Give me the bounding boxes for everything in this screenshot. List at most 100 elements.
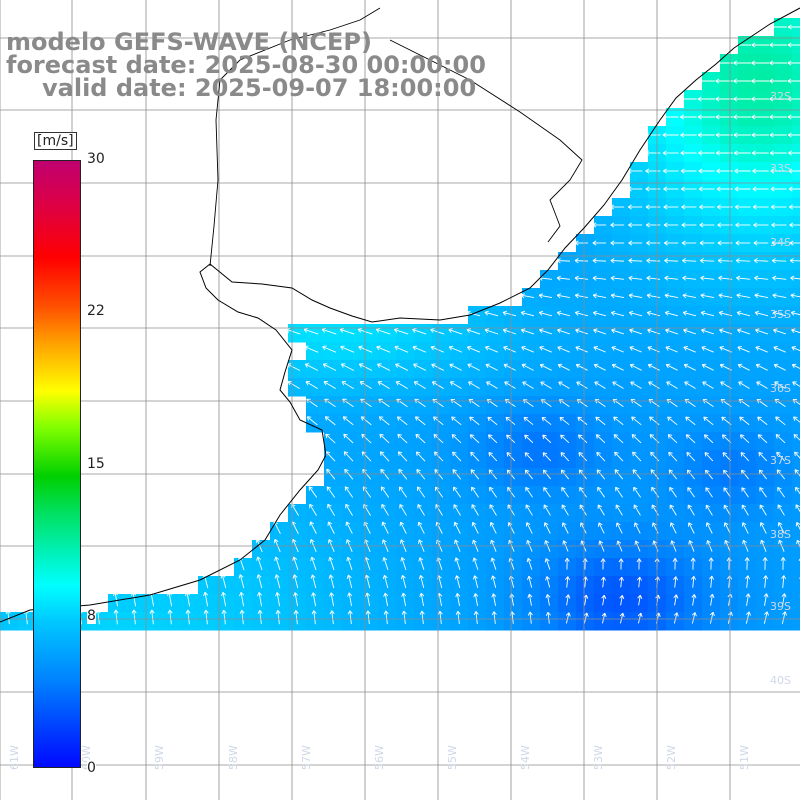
- wind-arrow: [741, 522, 749, 534]
- wind-arrow: [791, 328, 800, 334]
- wind-arrow: [451, 416, 462, 426]
- wind-arrow: [451, 434, 462, 444]
- wind-arrow: [619, 612, 625, 624]
- wind-arrow: [754, 293, 769, 299]
- latitude-label: 39S: [770, 600, 791, 613]
- wind-arrow: [167, 591, 173, 607]
- wind-arrow: [341, 381, 354, 389]
- wind-arrow: [776, 451, 786, 462]
- wind-arrow: [545, 594, 551, 606]
- wind-arrow: [559, 416, 570, 426]
- wind-arrow: [326, 486, 336, 498]
- wind-arrow: [412, 345, 427, 353]
- wind-arrow: [503, 363, 516, 371]
- wind-arrow: [734, 204, 751, 210]
- latitude-label: 40S: [770, 674, 791, 687]
- wind-speed-cell: [792, 306, 800, 325]
- valid-date: valid date: 2025-09-07 18:00:00: [42, 74, 477, 102]
- wind-arrow: [486, 381, 498, 389]
- latitude-label: 38S: [770, 528, 791, 541]
- wind-arrow: [340, 345, 355, 353]
- wind-arrow: [255, 538, 263, 553]
- wind-arrow: [539, 363, 552, 371]
- wind-arrow: [633, 504, 641, 516]
- wind-arrow: [687, 522, 695, 534]
- wind-arrow: [347, 592, 353, 607]
- wind-arrow: [131, 609, 137, 625]
- wind-arrow: [521, 363, 534, 371]
- wind-arrow: [471, 521, 479, 534]
- wind-arrow: [325, 433, 336, 444]
- wind-arrow: [466, 345, 481, 353]
- wind-arrow: [628, 222, 643, 228]
- wind-arrow: [473, 611, 479, 624]
- wind-arrow: [525, 486, 533, 498]
- model-title: modelo GEFS-WAVE (NCEP): [6, 28, 372, 56]
- wind-arrow: [524, 452, 534, 462]
- wind-arrow: [325, 451, 336, 462]
- wind-arrow: [491, 611, 497, 624]
- wind-arrow: [113, 609, 119, 625]
- wind-arrow: [680, 96, 697, 102]
- wind-arrow: [504, 381, 516, 389]
- wind-arrow: [468, 381, 480, 389]
- wind-arrow: [741, 487, 749, 498]
- wind-arrow: [616, 522, 623, 534]
- wind-arrow: [769, 60, 788, 66]
- wind-arrow: [691, 594, 697, 606]
- wind-arrow: [505, 416, 516, 426]
- wind-arrow: [795, 486, 800, 495]
- wind-arrow: [733, 150, 751, 156]
- wind-arrow: [382, 574, 389, 589]
- wind-arrow: [615, 486, 623, 498]
- wind-arrow: [781, 575, 787, 588]
- wind-arrow: [471, 504, 479, 516]
- wind-arrow: [762, 557, 768, 570]
- wind-arrow: [668, 469, 678, 480]
- wind-arrow: [646, 275, 661, 281]
- wind-arrow: [324, 416, 336, 426]
- wind-arrow: [698, 132, 715, 138]
- wind-arrow: [721, 434, 732, 444]
- wind-arrow: [697, 96, 715, 102]
- wind-arrow: [628, 310, 643, 317]
- wind-arrow: [453, 521, 461, 534]
- wind-arrow: [627, 204, 643, 210]
- wind-arrow: [651, 486, 659, 498]
- wind-arrow: [777, 504, 785, 516]
- wind-arrow: [578, 469, 588, 480]
- wind-arrow: [735, 258, 751, 264]
- wind-arrow: [733, 60, 752, 66]
- wind-speed-cell: [792, 558, 800, 577]
- wind-arrow: [556, 310, 571, 317]
- wind-arrow: [757, 416, 768, 426]
- wind-arrow: [565, 594, 571, 606]
- wind-arrow: [787, 78, 800, 84]
- wind-arrow: [539, 346, 552, 353]
- wind-arrow: [304, 363, 319, 371]
- wind-arrow: [507, 522, 515, 534]
- wind-arrow: [453, 486, 462, 498]
- wind-arrow: [744, 557, 750, 570]
- wind-arrow: [763, 593, 769, 606]
- wind-arrow: [645, 186, 661, 192]
- wind-arrow: [680, 150, 697, 156]
- wind-arrow: [526, 557, 533, 570]
- wind-arrow: [593, 328, 606, 335]
- wind-speed-cell: [792, 342, 800, 361]
- wind-speed-cell: [792, 486, 800, 505]
- wind-arrow: [618, 576, 624, 588]
- wind-arrow: [663, 240, 679, 246]
- wind-arrow: [690, 557, 696, 570]
- wind-arrow: [669, 486, 677, 498]
- wind-arrow: [672, 558, 678, 570]
- wind-arrow: [664, 293, 679, 299]
- wind-arrow: [471, 486, 480, 498]
- wind-arrow: [539, 328, 553, 335]
- wind-arrow: [662, 132, 679, 138]
- wind-arrow: [381, 521, 389, 534]
- wind-arrow: [575, 363, 588, 371]
- wind-arrow: [669, 504, 677, 516]
- wind-arrow: [737, 328, 751, 335]
